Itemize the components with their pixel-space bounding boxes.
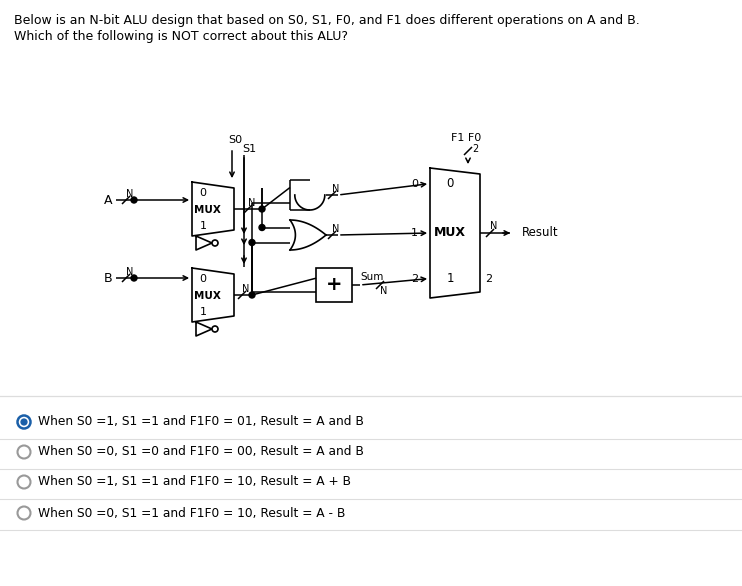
Text: 2: 2 [472,144,478,154]
Text: MUX: MUX [194,205,220,215]
Circle shape [212,240,218,246]
Text: Result: Result [522,227,559,240]
Text: MUX: MUX [194,291,220,301]
Text: N: N [243,284,250,294]
Circle shape [18,445,30,458]
Circle shape [18,475,30,489]
Text: 2: 2 [411,274,418,284]
Text: N: N [490,221,498,231]
Text: 0: 0 [200,274,206,284]
Text: When S0 =1, S1 =1 and F1F0 = 01, Result = A and B: When S0 =1, S1 =1 and F1F0 = 01, Result … [38,415,364,428]
Circle shape [259,206,265,212]
Text: Below is an N-bit ALU design that based on S0, S1, F0, and F1 does different ope: Below is an N-bit ALU design that based … [14,14,640,27]
Circle shape [18,506,30,520]
Text: 2: 2 [485,274,492,284]
Text: 1: 1 [446,272,454,285]
Text: N: N [332,224,340,234]
Text: N: N [126,189,134,199]
Text: When S0 =1, S1 =1 and F1F0 = 10, Result = A + B: When S0 =1, S1 =1 and F1F0 = 10, Result … [38,475,351,489]
Text: 1: 1 [200,221,206,231]
Circle shape [131,197,137,203]
Text: 0: 0 [200,188,206,198]
Text: Which of the following is NOT correct about this ALU?: Which of the following is NOT correct ab… [14,30,348,43]
Text: A: A [103,193,112,206]
Text: 0: 0 [446,177,453,190]
Text: MUX: MUX [434,227,466,240]
Circle shape [212,326,218,332]
Text: +: + [326,275,342,295]
Circle shape [249,292,255,298]
Text: S0: S0 [228,135,242,145]
Text: 1: 1 [200,307,206,317]
Circle shape [21,419,27,425]
Text: When S0 =0, S1 =0 and F1F0 = 00, Result = A and B: When S0 =0, S1 =0 and F1F0 = 00, Result … [38,445,364,458]
Circle shape [249,240,255,246]
Text: N: N [126,267,134,277]
Circle shape [131,275,137,281]
Text: F1 F0: F1 F0 [451,133,481,143]
Text: Sum: Sum [361,272,384,282]
Text: N: N [381,286,387,296]
Text: S1: S1 [242,144,256,154]
Text: B: B [103,271,112,284]
Text: 1: 1 [411,228,418,238]
Text: N: N [249,198,256,208]
Text: 0: 0 [411,179,418,189]
Text: When S0 =0, S1 =1 and F1F0 = 10, Result = A - B: When S0 =0, S1 =1 and F1F0 = 10, Result … [38,506,345,520]
Circle shape [18,415,30,428]
Text: N: N [332,184,340,194]
Bar [316,268,352,302]
Circle shape [259,224,265,230]
